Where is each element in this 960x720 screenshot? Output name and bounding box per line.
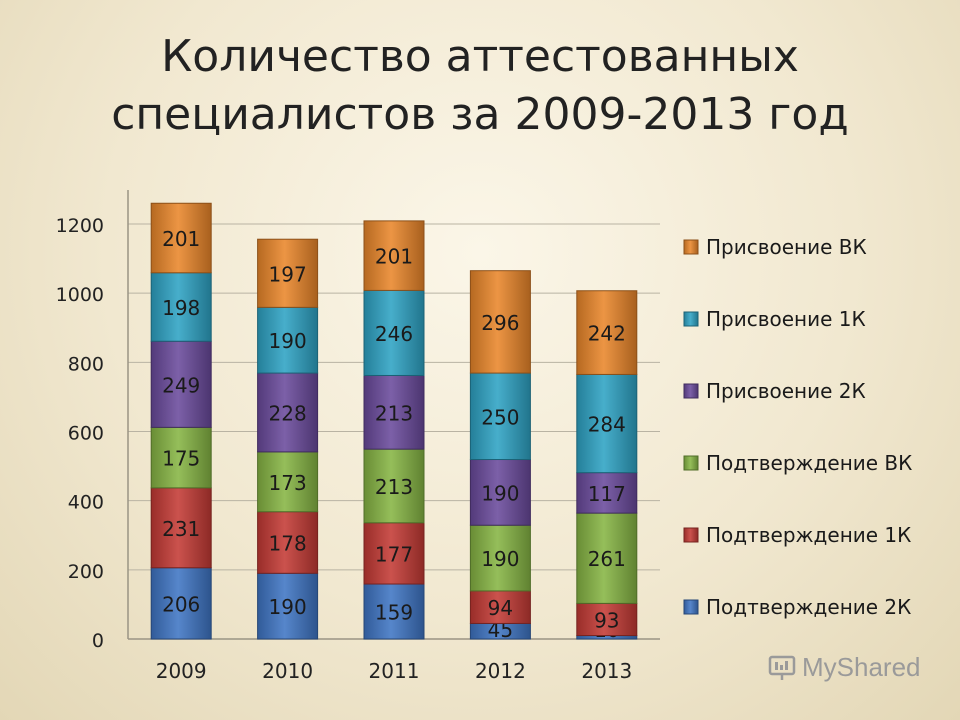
bar-segment (363, 374, 425, 450)
data-label: 117 (588, 482, 626, 506)
bar-segment (150, 272, 212, 342)
data-label: 206 (162, 592, 200, 616)
y-tick-label: 1200 (56, 215, 104, 237)
bar-segment (469, 372, 531, 461)
bar-segment (363, 448, 425, 524)
legend-swatch (683, 599, 699, 615)
y-tick-label: 600 (68, 423, 104, 445)
data-label: 201 (162, 227, 200, 251)
bar-segment (150, 426, 212, 489)
legend-label: Присвоение 1К (706, 307, 866, 331)
data-label: 173 (269, 471, 307, 495)
bar-segment (469, 270, 531, 374)
y-tick-label: 1000 (56, 284, 104, 306)
data-label: 93 (594, 608, 619, 632)
legend-swatch (683, 455, 699, 471)
bar-segment (150, 202, 212, 274)
y-tick-label: 400 (68, 492, 104, 514)
bar-segment (363, 522, 425, 585)
bar-segment (469, 524, 531, 592)
x-tick-label: 2009 (156, 659, 207, 683)
data-label: 178 (269, 532, 307, 556)
data-label: 175 (162, 447, 200, 471)
x-tick-label: 2010 (262, 659, 313, 683)
data-label: 296 (481, 311, 519, 335)
bar-segment (257, 511, 319, 574)
legend-label: Присвоение 2К (706, 379, 866, 403)
legend-swatch (683, 311, 699, 327)
bar-segment (257, 238, 319, 308)
x-tick-label: 2012 (475, 659, 526, 683)
data-label: 228 (269, 401, 307, 425)
data-label: 242 (588, 322, 626, 346)
data-label: 261 (588, 547, 626, 571)
data-label: 190 (481, 547, 519, 571)
bar-segment (363, 583, 425, 640)
data-label: 213 (375, 401, 413, 425)
bar-segment (150, 567, 212, 640)
watermark-text: MyShared (802, 652, 921, 682)
bar-segment (257, 451, 319, 513)
presentation-icon (768, 655, 796, 680)
y-tick-label: 800 (68, 353, 104, 375)
data-label: 213 (375, 475, 413, 499)
data-label: 284 (588, 413, 626, 437)
chart-title: Количество аттестованных специалистов за… (0, 28, 960, 144)
y-tick-label: 200 (68, 561, 104, 583)
data-label: 190 (269, 595, 307, 619)
data-label: 190 (481, 481, 519, 505)
bar-segment (150, 487, 212, 569)
x-tick-label: 2013 (581, 659, 632, 683)
data-label: 231 (162, 517, 200, 541)
data-label: 197 (269, 262, 307, 286)
title-line-2: специалистов за 2009-2013 год (111, 89, 849, 140)
data-label: 249 (162, 373, 200, 397)
data-label: 94 (488, 596, 513, 620)
legend-label: Подтверждение 1К (706, 523, 911, 547)
legend-label: Подтверждение ВК (706, 451, 912, 475)
bar-segment (469, 459, 531, 526)
bar-segment (363, 220, 425, 291)
legend-label: Подтверждение 2К (706, 595, 911, 619)
legend-swatch (683, 527, 699, 543)
title-line-1: Количество аттестованных (161, 31, 799, 82)
y-tick-label: 0 (92, 630, 104, 652)
bar-segment (150, 340, 212, 428)
watermark: MyShared (768, 652, 921, 683)
data-label: 177 (375, 542, 413, 566)
bar-segment (576, 512, 638, 604)
data-label: 250 (481, 405, 519, 429)
data-label: 201 (375, 245, 413, 269)
data-label: 190 (269, 329, 307, 353)
x-tick-label: 2011 (369, 659, 420, 683)
bar-segment (257, 372, 319, 453)
data-label: 246 (375, 322, 413, 346)
legend-swatch (683, 383, 699, 399)
data-label: 198 (162, 296, 200, 320)
data-label: 159 (375, 601, 413, 625)
bar-segment (576, 290, 638, 375)
bar-segment (363, 289, 425, 376)
legend-label: Присвоение ВК (706, 235, 867, 259)
bar-segment (257, 306, 319, 374)
legend-swatch (683, 239, 699, 255)
